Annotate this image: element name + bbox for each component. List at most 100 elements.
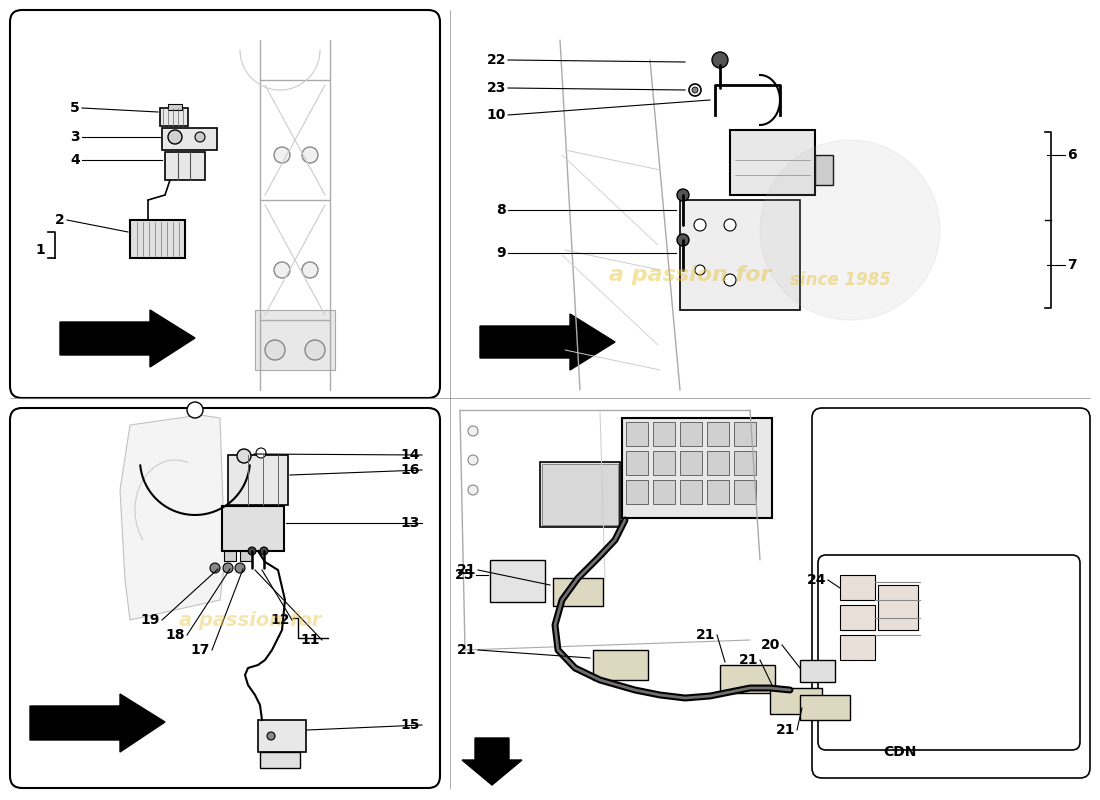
Text: a passion for: a passion for bbox=[608, 265, 771, 285]
Circle shape bbox=[694, 219, 706, 231]
Bar bbox=[653, 451, 675, 475]
Bar bbox=[734, 480, 756, 504]
FancyBboxPatch shape bbox=[818, 555, 1080, 750]
Polygon shape bbox=[480, 314, 615, 370]
Circle shape bbox=[760, 140, 940, 320]
Circle shape bbox=[468, 455, 478, 465]
Circle shape bbox=[260, 547, 268, 555]
Circle shape bbox=[695, 265, 705, 275]
Text: 24: 24 bbox=[806, 573, 826, 587]
Bar bbox=[490, 560, 544, 602]
Polygon shape bbox=[120, 415, 226, 620]
Circle shape bbox=[692, 87, 698, 93]
Text: a passion for: a passion for bbox=[179, 610, 321, 630]
Text: CDN: CDN bbox=[883, 745, 916, 759]
Text: 4: 4 bbox=[70, 153, 80, 167]
Text: 8: 8 bbox=[496, 203, 506, 217]
Bar bbox=[840, 635, 874, 660]
Circle shape bbox=[248, 547, 256, 555]
Text: 5: 5 bbox=[70, 101, 80, 115]
Circle shape bbox=[468, 485, 478, 495]
Bar bbox=[228, 455, 288, 505]
Bar bbox=[680, 451, 702, 475]
Circle shape bbox=[724, 274, 736, 286]
Text: 14: 14 bbox=[400, 448, 420, 462]
Polygon shape bbox=[30, 694, 165, 752]
Bar bbox=[168, 104, 182, 110]
Text: 22: 22 bbox=[486, 53, 506, 67]
Circle shape bbox=[235, 563, 245, 573]
Bar bbox=[707, 451, 729, 475]
Text: 23: 23 bbox=[486, 81, 506, 95]
Bar bbox=[553, 578, 603, 606]
Bar bbox=[621, 418, 772, 518]
Text: 12: 12 bbox=[271, 613, 290, 627]
Text: 11: 11 bbox=[300, 633, 320, 647]
Bar bbox=[840, 575, 874, 600]
Bar bbox=[680, 200, 800, 310]
Bar bbox=[707, 480, 729, 504]
Circle shape bbox=[236, 449, 251, 463]
Text: 16: 16 bbox=[400, 463, 420, 477]
Text: 15: 15 bbox=[400, 718, 420, 732]
FancyBboxPatch shape bbox=[10, 408, 440, 788]
Text: 25: 25 bbox=[454, 568, 474, 582]
Bar bbox=[680, 422, 702, 446]
Bar bbox=[653, 422, 675, 446]
Bar bbox=[160, 108, 188, 126]
Circle shape bbox=[267, 732, 275, 740]
Text: 18: 18 bbox=[165, 628, 185, 642]
Bar bbox=[222, 506, 284, 551]
Bar bbox=[626, 451, 648, 475]
Text: 21: 21 bbox=[456, 643, 476, 657]
Bar bbox=[734, 451, 756, 475]
Circle shape bbox=[223, 563, 233, 573]
Bar bbox=[255, 310, 336, 370]
Bar bbox=[800, 695, 850, 720]
Polygon shape bbox=[462, 738, 522, 785]
Bar bbox=[730, 130, 815, 195]
Circle shape bbox=[689, 84, 701, 96]
Text: 21: 21 bbox=[738, 653, 758, 667]
Circle shape bbox=[305, 340, 324, 360]
Bar bbox=[542, 464, 618, 525]
Bar bbox=[734, 422, 756, 446]
Circle shape bbox=[724, 219, 736, 231]
Circle shape bbox=[274, 262, 290, 278]
Circle shape bbox=[168, 130, 182, 144]
Text: 19: 19 bbox=[141, 613, 160, 627]
Bar bbox=[770, 688, 822, 714]
Bar bbox=[260, 752, 300, 768]
Text: 21: 21 bbox=[776, 723, 795, 737]
Text: 20: 20 bbox=[760, 638, 780, 652]
Text: since 1985: since 1985 bbox=[790, 271, 890, 289]
Bar bbox=[224, 551, 236, 561]
Circle shape bbox=[676, 234, 689, 246]
Circle shape bbox=[712, 52, 728, 68]
Bar bbox=[800, 660, 835, 682]
Text: 21: 21 bbox=[456, 563, 476, 577]
Circle shape bbox=[274, 147, 290, 163]
Text: 6: 6 bbox=[1067, 148, 1077, 162]
Circle shape bbox=[265, 340, 285, 360]
Text: 3: 3 bbox=[70, 130, 80, 144]
Text: 9: 9 bbox=[496, 246, 506, 260]
Bar bbox=[165, 152, 205, 180]
Bar bbox=[815, 155, 833, 185]
Bar bbox=[680, 480, 702, 504]
Bar bbox=[626, 480, 648, 504]
Text: 7: 7 bbox=[1067, 258, 1077, 272]
Text: 21: 21 bbox=[695, 628, 715, 642]
Bar bbox=[162, 128, 217, 150]
Bar bbox=[653, 480, 675, 504]
Circle shape bbox=[256, 448, 266, 458]
Bar bbox=[707, 422, 729, 446]
Polygon shape bbox=[60, 310, 195, 367]
Bar bbox=[840, 605, 874, 630]
Bar bbox=[626, 422, 648, 446]
FancyBboxPatch shape bbox=[10, 10, 440, 398]
Circle shape bbox=[195, 132, 205, 142]
Text: 1: 1 bbox=[35, 243, 45, 257]
Circle shape bbox=[187, 402, 204, 418]
Text: 13: 13 bbox=[400, 516, 420, 530]
